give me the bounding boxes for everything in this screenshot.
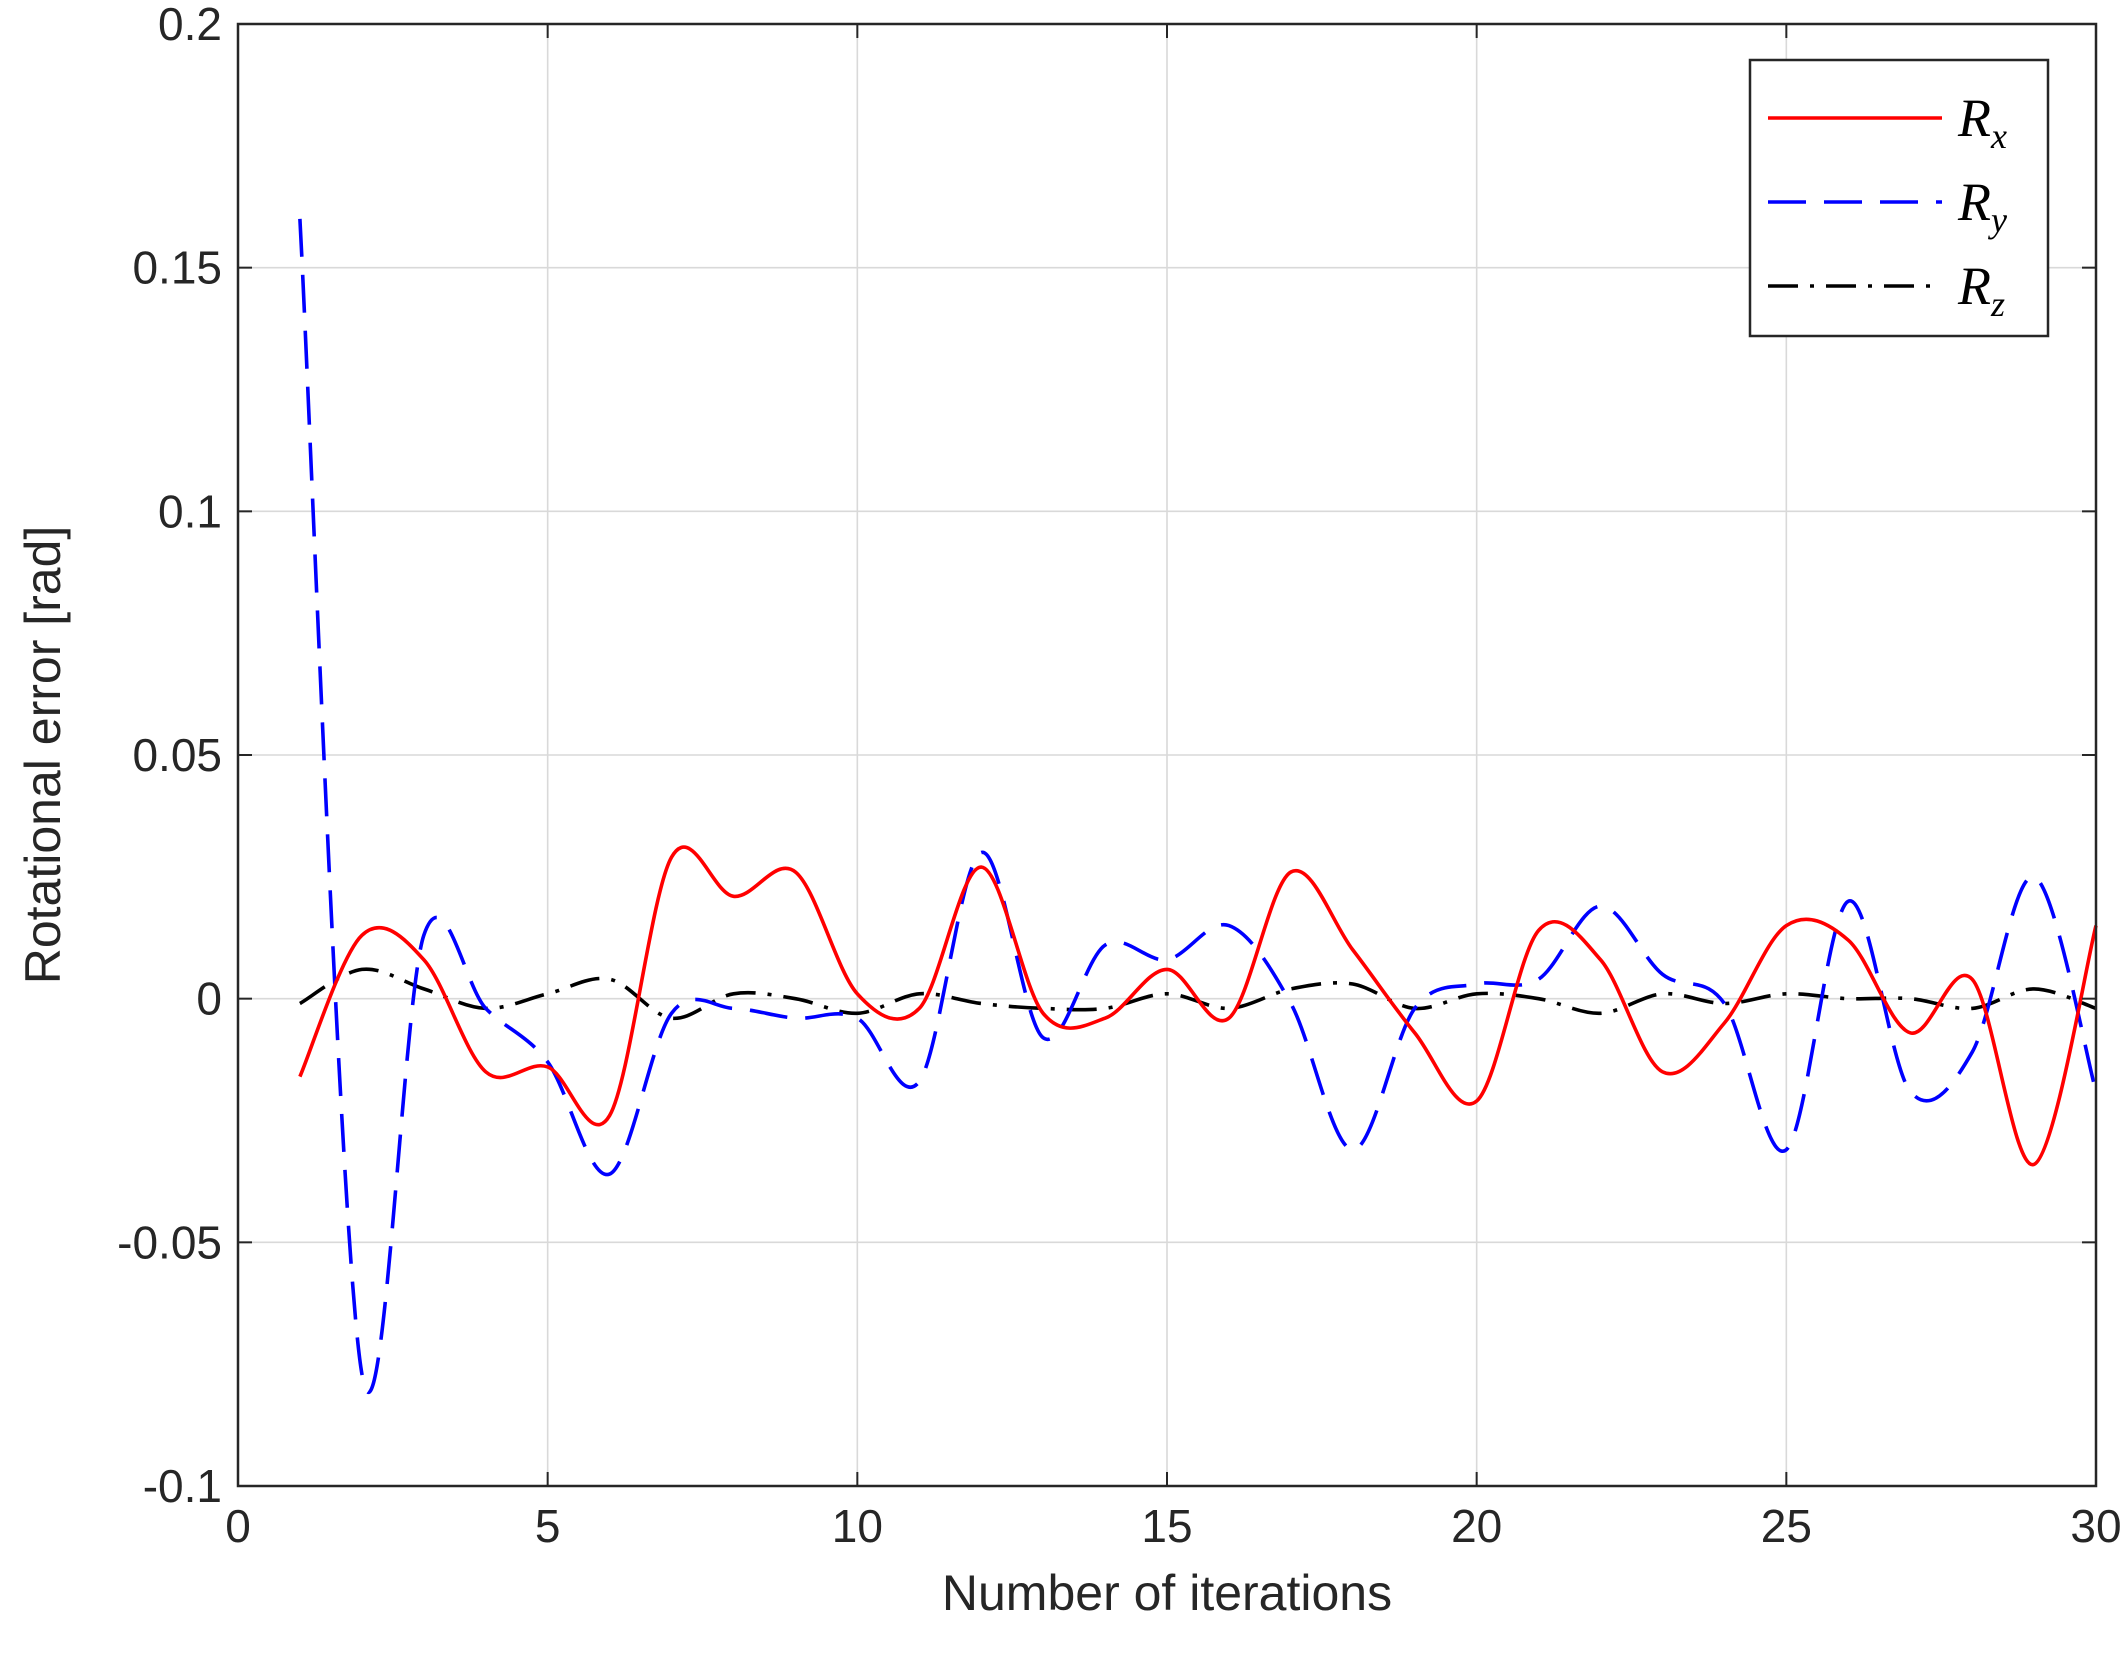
axis-ticks: 0 5 10 15 20 25 30 -0.1 -0.05 0 0.05 0.1 0.15 0.2 xyxy=(117,0,2121,1552)
legend-label-subscript: z xyxy=(1990,284,2005,324)
y-tick-label: -0.05 xyxy=(117,1216,222,1268)
series-line-rz xyxy=(298,967,2097,1021)
y-tick-label: 0.15 xyxy=(132,242,222,294)
legend-label-ry: Ry xyxy=(1957,172,2007,240)
x-tick-label: 15 xyxy=(1141,1500,1192,1552)
legend-box xyxy=(1748,58,2050,338)
x-tick-label: 5 xyxy=(535,1500,561,1552)
legend-label-subscript: y xyxy=(1988,200,2007,240)
series-line-ry xyxy=(298,218,2098,1395)
x-axis-label: Number of iterations xyxy=(942,1565,1392,1621)
x-tick-label: 25 xyxy=(1761,1500,1812,1552)
x-tick-label: 30 xyxy=(2070,1500,2121,1552)
series-layer xyxy=(298,218,2098,1395)
legend-label-main: R xyxy=(1957,88,1991,148)
x-tick-label: 0 xyxy=(225,1500,251,1552)
y-tick-label: 0.05 xyxy=(132,729,222,781)
legend-label-rz: Rz xyxy=(1957,256,2005,324)
legend-label-main: R xyxy=(1957,256,1991,316)
y-axis-label: Rotational error [rad] xyxy=(15,526,71,985)
y-tick-label: 0 xyxy=(196,973,222,1025)
legend-label-rx: Rx xyxy=(1957,88,2007,156)
legend-label-subscript: x xyxy=(1990,116,2007,156)
x-tick-label: 10 xyxy=(832,1500,883,1552)
y-tick-label: 0.2 xyxy=(158,0,222,50)
y-tick-label: -0.1 xyxy=(143,1460,222,1512)
legend-label-main: R xyxy=(1957,172,1991,232)
series-line-rx xyxy=(298,845,2098,1167)
x-tick-label: 20 xyxy=(1451,1500,1502,1552)
y-tick-label: 0.1 xyxy=(158,485,222,537)
